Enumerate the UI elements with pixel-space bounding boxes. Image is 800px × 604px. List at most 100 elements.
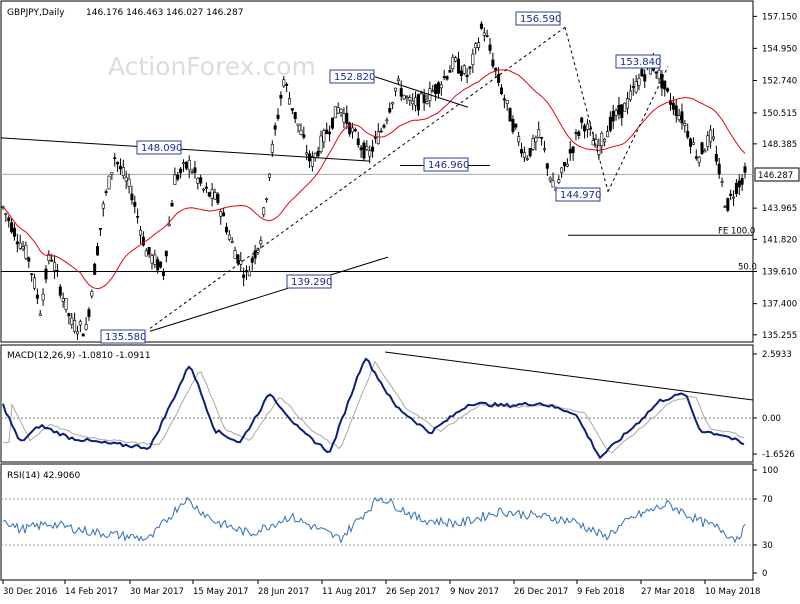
- candle-body: [159, 261, 163, 268]
- candle-body: [371, 146, 375, 152]
- candle-body: [305, 152, 309, 155]
- candle-body: [732, 196, 736, 199]
- candle-body: [422, 94, 426, 104]
- candle-body: [98, 228, 102, 230]
- candle-body: [408, 97, 412, 101]
- rsi-pane: [0, 463, 754, 581]
- candle-body: [574, 132, 578, 134]
- price-label-text: 153.840: [620, 57, 661, 68]
- watermark-text: ActionForex.com: [108, 52, 316, 81]
- candle-body: [270, 144, 274, 153]
- candle-body: [7, 217, 11, 221]
- candle-body: [336, 107, 340, 114]
- candle-body: [537, 129, 541, 138]
- candle-body: [30, 273, 34, 275]
- candle-body: [474, 43, 478, 49]
- price-label-box: 139.290: [286, 274, 332, 289]
- candle-body: [376, 131, 380, 144]
- candle-body: [282, 79, 286, 87]
- candle-body: [531, 138, 535, 150]
- candle-body: [620, 104, 624, 118]
- candle-body: [425, 101, 429, 104]
- candle-body: [359, 147, 363, 151]
- candle-body: [204, 186, 208, 189]
- candle-body: [33, 277, 37, 289]
- candle-body: [393, 87, 397, 92]
- price-label-text: 152.820: [334, 72, 375, 83]
- price-label-frame: [423, 157, 469, 172]
- price-tick-label: 141.820: [762, 235, 797, 245]
- time-tick-label: 15 May 2017: [193, 587, 248, 597]
- candle-body: [637, 78, 641, 86]
- candle-body: [614, 110, 618, 116]
- candle-body: [342, 113, 346, 123]
- candle-body: [330, 117, 334, 129]
- time-tick-label: 10 May 2018: [705, 587, 760, 597]
- candle-body: [250, 257, 254, 263]
- candle-body: [67, 313, 71, 317]
- candle-body: [399, 88, 403, 97]
- candle-body: [50, 259, 54, 262]
- candle-body: [259, 240, 263, 245]
- candle-body: [153, 254, 157, 265]
- price-tick-label: 143.965: [762, 204, 797, 214]
- candle-body: [75, 331, 79, 335]
- price-tick-label: 139.610: [762, 267, 797, 277]
- candle-body: [24, 245, 28, 259]
- time-tick-label: 9 Nov 2017: [450, 587, 499, 597]
- candle-body: [55, 270, 59, 272]
- candle-body: [10, 222, 14, 233]
- candle-body: [434, 84, 438, 95]
- candle-body: [657, 69, 661, 80]
- candle-body: [90, 291, 94, 297]
- price-label-text: 146.960: [428, 160, 469, 171]
- candle-body: [608, 116, 612, 131]
- time-axis: 30 Dec 2016 14 Feb 2017 30 Mar 2017 15 May …: [2, 580, 760, 597]
- candle-body: [402, 94, 406, 100]
- candle-body: [150, 255, 154, 264]
- candle-body: [224, 226, 228, 233]
- fe-label: FE 100.0: [718, 226, 755, 236]
- candle-body: [107, 175, 111, 190]
- candle-body: [167, 223, 171, 227]
- candle-body: [18, 242, 22, 249]
- price-tick-label: 150.515: [762, 109, 797, 119]
- macd-trendline: [384, 351, 754, 401]
- candle-body: [247, 270, 251, 277]
- candle-body: [594, 139, 598, 148]
- candle-body: [207, 192, 211, 197]
- candle-body: [396, 78, 400, 82]
- price-tick-label: 135.255: [762, 331, 797, 341]
- candle-body: [414, 97, 418, 106]
- candle-body: [362, 142, 366, 159]
- candle-body: [525, 158, 529, 160]
- candle-body: [233, 250, 237, 259]
- price-label-frame: [329, 69, 375, 84]
- candle-body: [563, 162, 567, 167]
- candle-body: [465, 74, 469, 77]
- candle-body: [382, 125, 386, 128]
- candle-body: [64, 298, 68, 310]
- candle-body: [623, 102, 627, 112]
- candle-body: [239, 260, 243, 265]
- candle-body: [520, 149, 524, 154]
- candle-body: [617, 104, 621, 115]
- candle-body: [720, 181, 724, 183]
- candle-body: [697, 156, 701, 163]
- candle-body: [287, 98, 291, 105]
- candle-body: [691, 142, 695, 145]
- price-tick-label: 137.400: [762, 300, 797, 310]
- time-tick-label: 14 Feb 2017: [65, 587, 118, 597]
- last-price-value: 146.287: [758, 171, 793, 181]
- candle-body: [328, 131, 332, 135]
- price-axis: 157.150 154.950 152.740 150.515 148.385 143.9…: [753, 12, 797, 341]
- candle-body: [319, 135, 323, 152]
- candle-body: [121, 167, 125, 176]
- price-tick-label: 148.385: [762, 140, 797, 150]
- candle-body: [290, 108, 294, 111]
- candle-body: [577, 131, 581, 136]
- price-tick-label: 154.950: [762, 44, 797, 54]
- candle-body: [511, 119, 515, 132]
- rsi-tick-label: 100: [762, 466, 778, 476]
- candle-body: [242, 274, 246, 278]
